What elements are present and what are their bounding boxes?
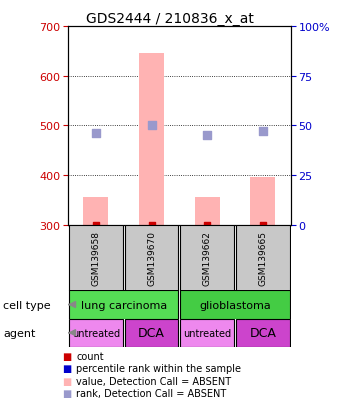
Text: DCA: DCA <box>138 326 165 339</box>
Point <box>204 222 210 228</box>
Text: glioblastoma: glioblastoma <box>199 300 271 310</box>
Text: rank, Detection Call = ABSENT: rank, Detection Call = ABSENT <box>76 388 227 398</box>
Point <box>204 133 210 139</box>
Text: ■: ■ <box>62 388 71 398</box>
Text: count: count <box>76 351 104 361</box>
Text: percentile rank within the sample: percentile rank within the sample <box>76 363 241 373</box>
Text: GSM139662: GSM139662 <box>203 231 212 285</box>
Text: ■: ■ <box>62 363 71 373</box>
Text: untreated: untreated <box>72 328 120 338</box>
Text: GDS2444 / 210836_x_at: GDS2444 / 210836_x_at <box>86 12 254 26</box>
Point <box>260 128 266 135</box>
Text: cell type: cell type <box>3 300 51 310</box>
Bar <box>181 225 234 291</box>
Bar <box>83 198 108 225</box>
Text: agent: agent <box>3 328 36 338</box>
Bar <box>69 319 122 347</box>
Bar <box>125 225 178 291</box>
Bar <box>181 291 290 319</box>
Text: ■: ■ <box>62 351 71 361</box>
Bar <box>69 225 122 291</box>
Bar <box>236 319 290 347</box>
Bar <box>236 225 290 291</box>
Bar <box>181 319 234 347</box>
Point <box>93 222 99 228</box>
Bar <box>195 198 220 225</box>
Text: ■: ■ <box>62 376 71 386</box>
Point <box>149 123 154 129</box>
Text: DCA: DCA <box>250 326 276 339</box>
Text: GSM139658: GSM139658 <box>91 231 100 285</box>
Text: untreated: untreated <box>183 328 231 338</box>
Bar <box>139 54 164 225</box>
Text: GSM139670: GSM139670 <box>147 231 156 285</box>
Bar <box>250 178 275 225</box>
Text: value, Detection Call = ABSENT: value, Detection Call = ABSENT <box>76 376 232 386</box>
Point <box>149 222 154 228</box>
Text: lung carcinoma: lung carcinoma <box>81 300 167 310</box>
Text: GSM139665: GSM139665 <box>258 231 267 285</box>
Point <box>93 131 99 137</box>
Bar <box>69 291 178 319</box>
Bar <box>125 319 178 347</box>
Point <box>260 222 266 228</box>
